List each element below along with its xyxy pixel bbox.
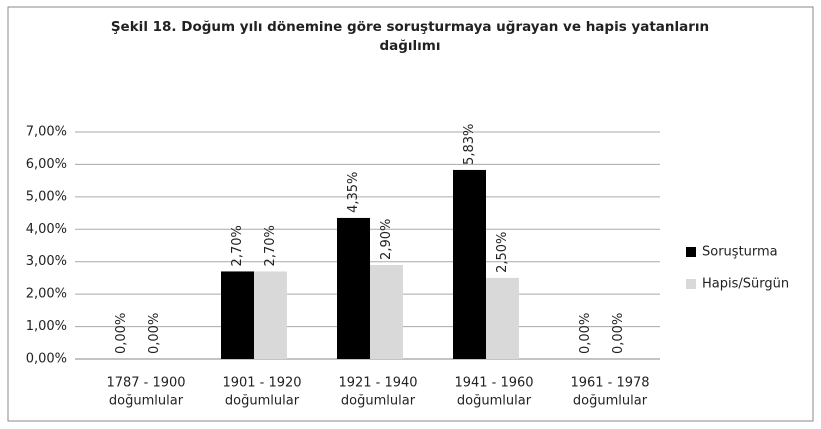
y-tick-label: 0,00% bbox=[26, 352, 67, 367]
bar bbox=[370, 264, 403, 359]
value-label: 2,90% bbox=[379, 219, 394, 260]
bar bbox=[337, 217, 370, 359]
value-label: 2,70% bbox=[230, 225, 245, 266]
value-label: 0,00% bbox=[147, 313, 162, 354]
x-tick-label: 1961 - 1978 bbox=[570, 376, 649, 391]
bar bbox=[221, 271, 254, 359]
value-label: 2,70% bbox=[263, 225, 278, 266]
value-label: 0,00% bbox=[114, 313, 129, 354]
bar bbox=[254, 271, 287, 359]
chart-title: Şekil 18. Doğum yılı dönemine göre soruş… bbox=[111, 19, 709, 35]
x-tick-label: doğumlular bbox=[109, 394, 184, 409]
y-tick-label: 3,00% bbox=[26, 254, 67, 269]
y-tick-label: 1,00% bbox=[26, 319, 67, 334]
y-tick-label: 6,00% bbox=[26, 157, 67, 172]
x-tick-label: doğumlular bbox=[341, 394, 416, 409]
legend-swatch bbox=[686, 247, 696, 257]
value-label: 4,35% bbox=[346, 172, 361, 213]
value-label: 0,00% bbox=[611, 313, 626, 354]
legend-label: Hapis/Sürgün bbox=[702, 277, 789, 292]
value-label: 5,83% bbox=[462, 124, 477, 165]
x-tick-label: doğumlular bbox=[457, 394, 532, 409]
x-tick-label: 1941 - 1960 bbox=[454, 376, 533, 391]
legend-label: Soruşturma bbox=[702, 245, 778, 260]
value-label: 0,00% bbox=[578, 313, 593, 354]
x-tick-label: doğumlular bbox=[225, 394, 300, 409]
bar bbox=[453, 169, 486, 359]
y-tick-label: 2,00% bbox=[26, 287, 67, 302]
x-tick-label: 1921 - 1940 bbox=[338, 376, 417, 391]
legend-swatch bbox=[686, 279, 696, 289]
bar bbox=[486, 277, 519, 359]
y-tick-label: 5,00% bbox=[26, 189, 67, 204]
x-tick-label: doğumlular bbox=[573, 394, 648, 409]
chart-border bbox=[7, 6, 814, 422]
value-label: 2,50% bbox=[495, 232, 510, 273]
x-tick-label: 1787 - 1900 bbox=[106, 376, 185, 391]
chart-title: dağılımı bbox=[379, 38, 440, 54]
y-tick-label: 4,00% bbox=[26, 222, 67, 237]
y-tick-label: 7,00% bbox=[26, 125, 67, 140]
x-tick-label: 1901 - 1920 bbox=[222, 376, 301, 391]
